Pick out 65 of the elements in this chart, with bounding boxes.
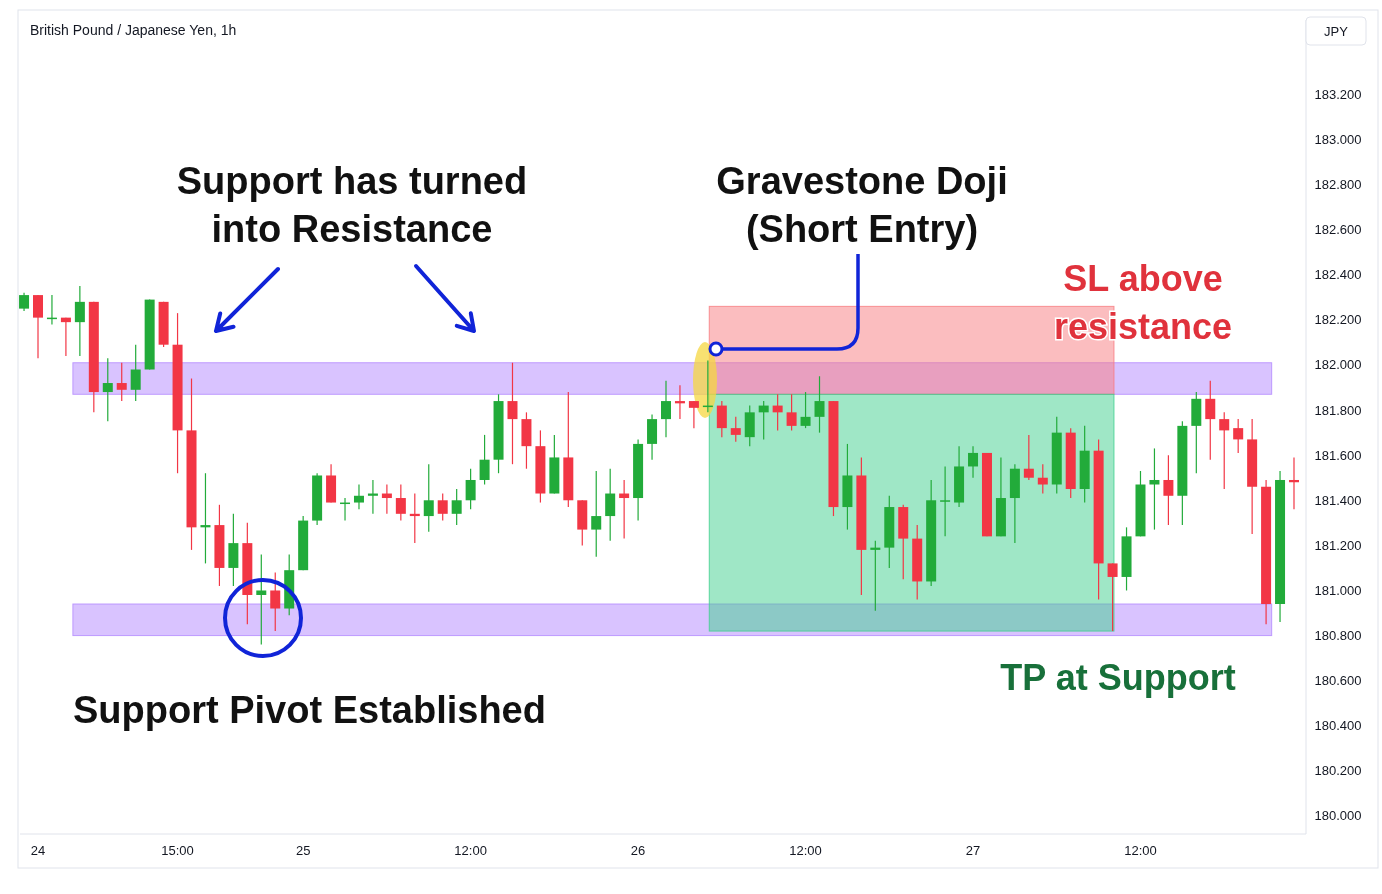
- x-tick-label: 15:00: [161, 843, 194, 858]
- annotation: Support Pivot Established: [73, 689, 546, 731]
- x-tick-label: 12:00: [789, 843, 822, 858]
- y-tick-label: 182.200: [1314, 312, 1362, 328]
- candlestick: [451, 488, 462, 526]
- candlestick: [130, 344, 141, 402]
- band-label: TP at Support: [1000, 657, 1236, 698]
- y-tick-label: 183.200: [1314, 86, 1362, 102]
- annotation: Gravestone Doji (Short Entry): [716, 160, 1008, 250]
- x-tick-label: 25: [295, 843, 311, 858]
- candlestick: [661, 380, 671, 438]
- candlestick: [968, 445, 979, 479]
- candlestick: [800, 391, 811, 429]
- candlestick: [1219, 411, 1230, 490]
- candlestick: [688, 400, 699, 429]
- candlestick: [1107, 562, 1118, 632]
- candlestick: [437, 492, 448, 522]
- y-tick-label: 180.400: [1314, 718, 1362, 734]
- candlestick: [716, 400, 727, 438]
- y-tick-label: 180.200: [1314, 763, 1362, 779]
- candlestick: [256, 553, 267, 646]
- candlestick: [74, 285, 85, 357]
- chart-title: British Pound / Japanese Yen, 1h: [30, 22, 237, 38]
- candlestick: [1023, 434, 1034, 481]
- candlestick: [507, 362, 518, 465]
- candlestick: [591, 470, 602, 558]
- candlestick: [353, 483, 364, 510]
- y-tick-label: 181.400: [1314, 492, 1362, 508]
- candlestick: [786, 393, 797, 431]
- y-tick-label: 181.600: [1314, 447, 1362, 463]
- band-label: SL above resistance: [1053, 258, 1233, 347]
- candlestick: [1233, 418, 1244, 454]
- candlestick: [605, 468, 616, 542]
- candlestick: [940, 465, 951, 537]
- x-tick-label: 26: [630, 843, 646, 858]
- y-tick-label: 181.800: [1314, 402, 1362, 418]
- y-tick-label: 181.200: [1314, 537, 1362, 553]
- x-tick-label: 24: [30, 843, 46, 858]
- candlestick: [33, 294, 43, 359]
- candlestick: [116, 362, 127, 402]
- y-axis-title: JPY: [1324, 24, 1349, 39]
- y-tick-label: 182.800: [1314, 177, 1362, 193]
- annotation: Support has turned into Resistance: [176, 160, 528, 250]
- candlestick: [102, 357, 113, 422]
- y-tick-label: 180.800: [1314, 628, 1362, 644]
- y-tick-label: 180.600: [1314, 673, 1362, 689]
- y-tick-label: 182.600: [1314, 222, 1362, 238]
- y-tick-label: 182.000: [1314, 357, 1362, 373]
- candlestick: [479, 434, 490, 486]
- y-tick-label: 182.400: [1314, 267, 1362, 283]
- candlestick: [395, 483, 406, 522]
- candlestick: [1163, 454, 1174, 526]
- candlestick: [270, 571, 281, 632]
- x-tick-label: 12:00: [454, 843, 487, 858]
- candlestick: [730, 416, 741, 443]
- candlestick: [465, 468, 476, 510]
- candlestick: [423, 463, 434, 533]
- candlestick: [19, 292, 30, 312]
- x-tick-label: 12:00: [1124, 843, 1157, 858]
- candlestick: [814, 375, 825, 434]
- y-tick-label: 181.000: [1314, 582, 1362, 598]
- y-tick-label: 183.000: [1314, 132, 1362, 148]
- x-tick-label: 27: [965, 843, 981, 858]
- y-tick-label: 180.000: [1314, 808, 1362, 824]
- candlestick: [1205, 380, 1216, 461]
